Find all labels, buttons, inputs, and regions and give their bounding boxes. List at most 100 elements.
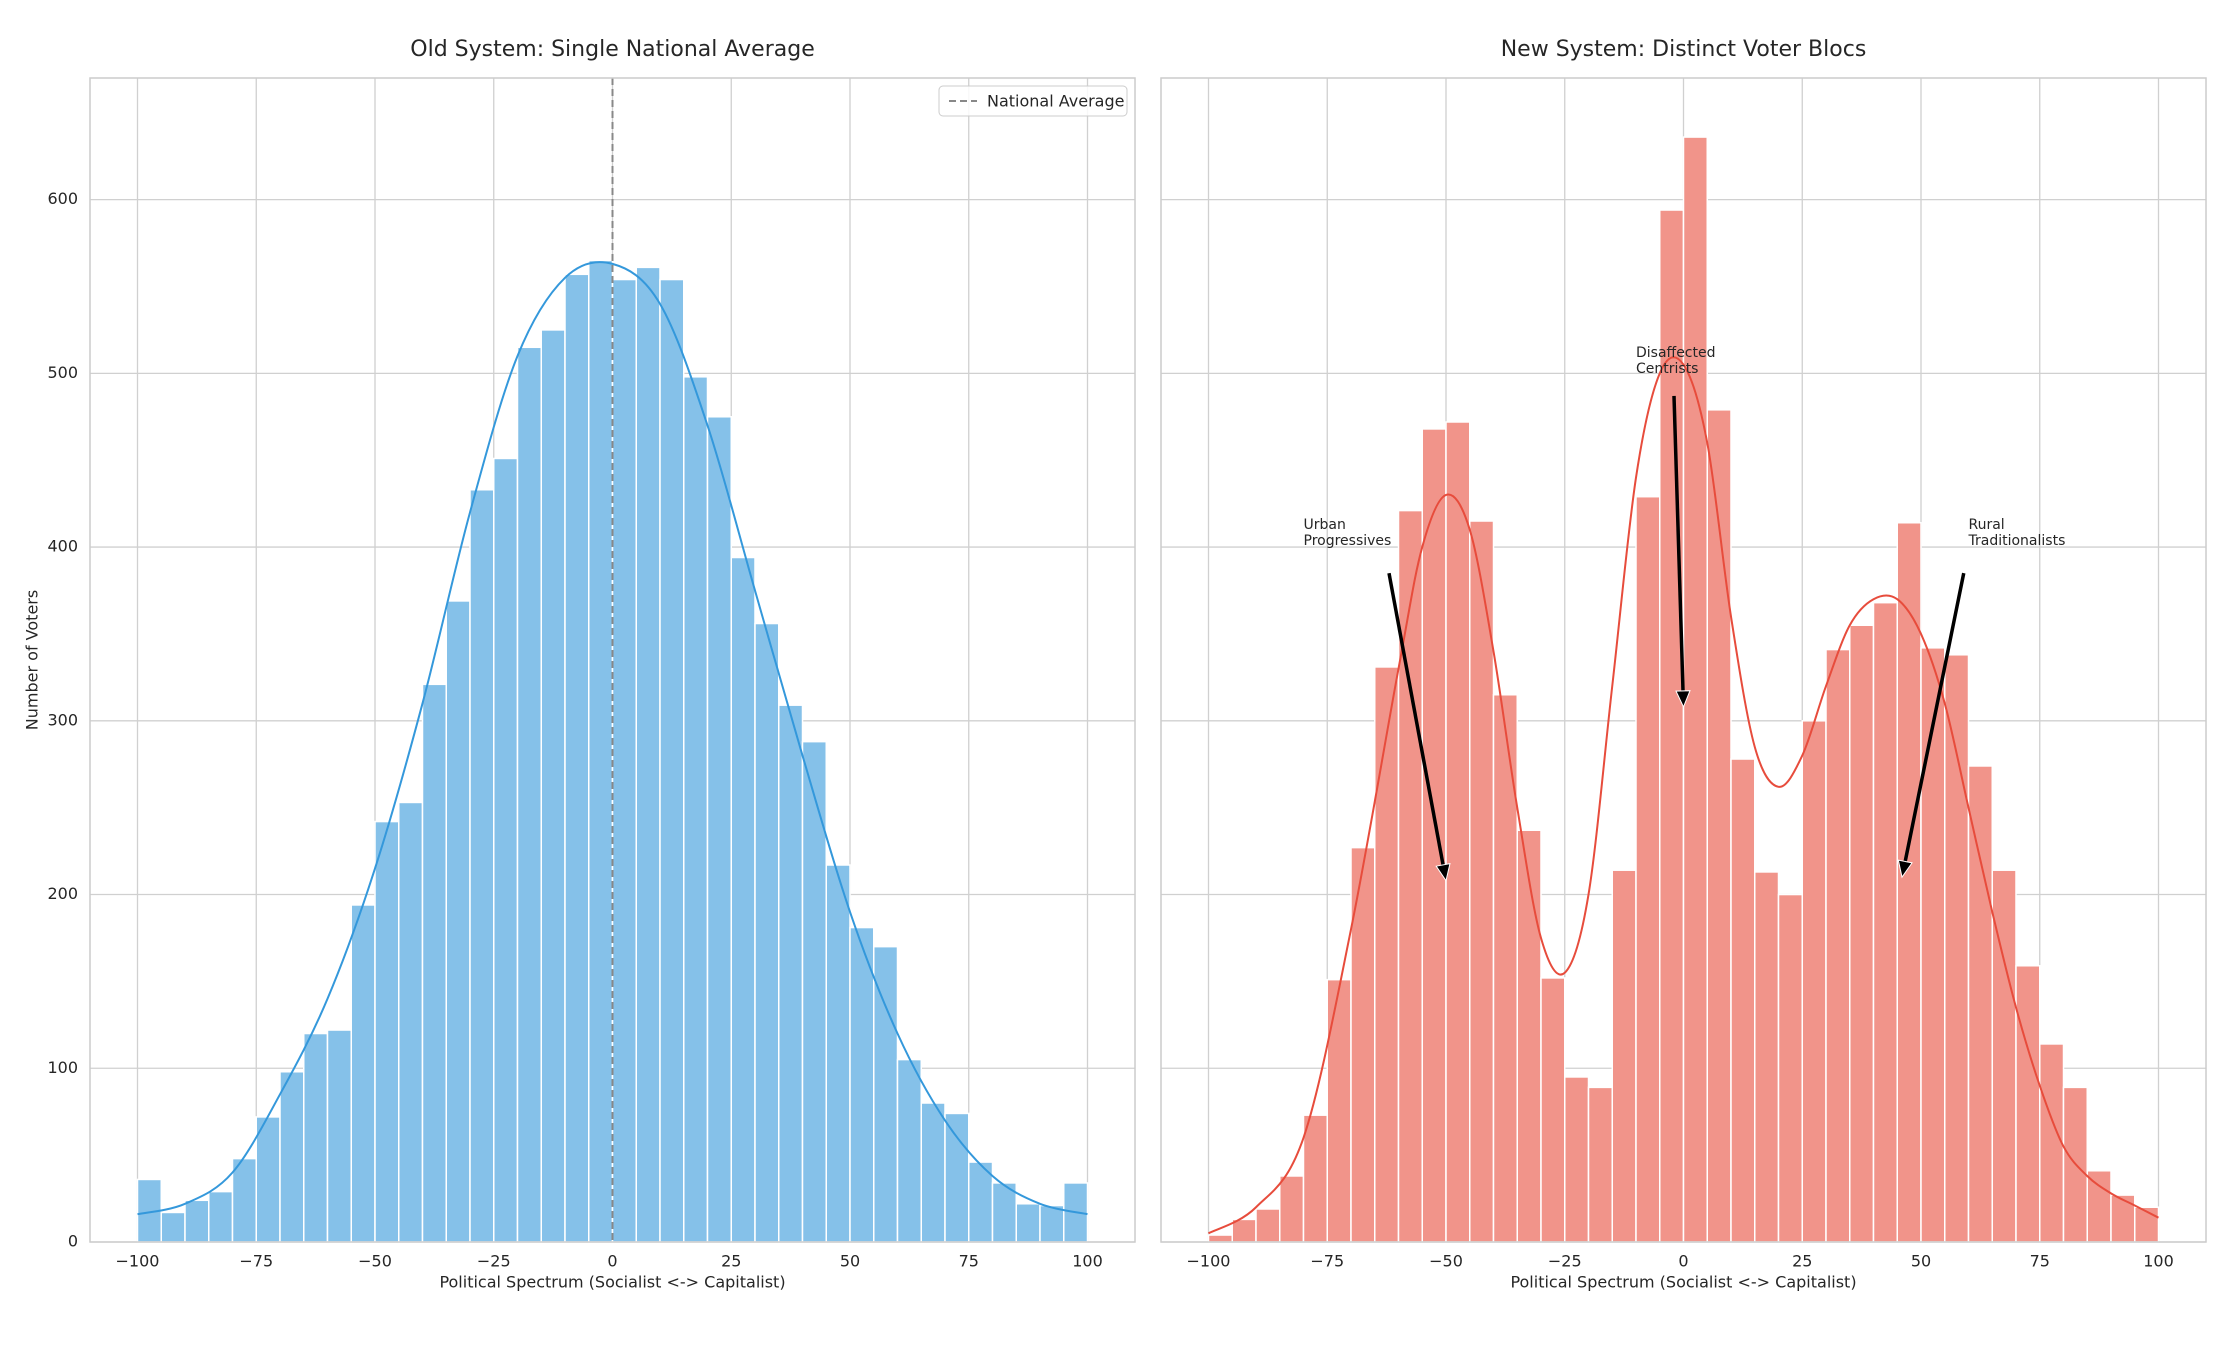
bar bbox=[516, 346, 542, 1243]
bar bbox=[1397, 509, 1423, 1243]
x-tick-label: −25 bbox=[1548, 1252, 1582, 1271]
bar bbox=[1920, 647, 1946, 1243]
bar bbox=[2015, 965, 2041, 1243]
arrow-head bbox=[1675, 690, 1691, 709]
bar bbox=[1540, 977, 1566, 1243]
bar bbox=[326, 1029, 352, 1243]
x-tick-label: −100 bbox=[116, 1252, 160, 1271]
y-tick-label: 100 bbox=[47, 1058, 78, 1077]
bar bbox=[1967, 765, 1993, 1243]
bar bbox=[730, 556, 756, 1243]
bar bbox=[1754, 871, 1780, 1243]
bar bbox=[184, 1199, 210, 1243]
x-tick-label: −100 bbox=[1187, 1252, 1231, 1271]
y-tick-label: 600 bbox=[47, 189, 78, 208]
bar bbox=[635, 266, 661, 1243]
bar bbox=[944, 1112, 970, 1243]
bar bbox=[1015, 1203, 1041, 1243]
bar bbox=[849, 926, 875, 1243]
kde-line bbox=[137, 261, 1088, 1216]
x-tick-label: 25 bbox=[721, 1252, 741, 1271]
bar bbox=[374, 820, 400, 1243]
bar bbox=[2110, 1194, 2136, 1243]
bar bbox=[588, 259, 614, 1243]
bar bbox=[1777, 893, 1803, 1243]
y-axis-label: Number of Voters bbox=[23, 590, 42, 730]
bar bbox=[421, 683, 447, 1243]
bar bbox=[2039, 1043, 2065, 1243]
x-tick-label: 0 bbox=[607, 1252, 617, 1271]
y-tick-label: 200 bbox=[47, 884, 78, 903]
bar bbox=[231, 1157, 257, 1243]
bar bbox=[1801, 720, 1827, 1243]
bar bbox=[1872, 601, 1898, 1243]
x-tick-label: 100 bbox=[2143, 1252, 2174, 1271]
x-tick-label: −50 bbox=[1429, 1252, 1463, 1271]
arrow-head bbox=[1897, 859, 1913, 879]
bar bbox=[778, 704, 804, 1243]
y-tick-label: 300 bbox=[47, 710, 78, 729]
bar bbox=[611, 278, 637, 1243]
bar bbox=[1635, 495, 1661, 1243]
subplot: −100 −75 −50 −25 0 25 50 75 100 0 100 200 300 400 500 6… bbox=[23, 37, 1136, 1292]
bar bbox=[445, 600, 471, 1243]
plot-frame bbox=[89, 77, 1136, 1243]
x-tick-label: 50 bbox=[840, 1252, 860, 1271]
x-tick-label: −25 bbox=[477, 1252, 511, 1271]
y-tick-label: 0 bbox=[68, 1232, 78, 1251]
bar bbox=[1231, 1218, 1257, 1243]
annotation-text: Traditionalists bbox=[1968, 533, 2066, 549]
bar bbox=[564, 273, 590, 1243]
x-tick-label: 0 bbox=[1678, 1252, 1688, 1271]
annotation-text: Urban bbox=[1304, 517, 1346, 533]
bar bbox=[1255, 1208, 1281, 1243]
x-axis-label: Political Spectrum (Socialist <-> Capita… bbox=[439, 1273, 785, 1292]
bar bbox=[1421, 428, 1447, 1243]
bar bbox=[1326, 978, 1352, 1243]
bar bbox=[1279, 1175, 1305, 1243]
bar bbox=[255, 1116, 281, 1243]
bar bbox=[1374, 666, 1400, 1243]
plot-frame bbox=[1160, 77, 2207, 1243]
y-tick-label: 500 bbox=[47, 363, 78, 382]
bar bbox=[350, 904, 376, 1243]
x-tick-label: 25 bbox=[1792, 1252, 1812, 1271]
bar bbox=[801, 740, 827, 1243]
bar bbox=[1564, 1076, 1590, 1243]
bar bbox=[1682, 136, 1708, 1243]
bar bbox=[754, 622, 780, 1243]
annotation-text: Centrists bbox=[1636, 361, 1698, 377]
bar bbox=[1445, 421, 1471, 1243]
x-tick-label: 75 bbox=[959, 1252, 979, 1271]
y-tick-label: 400 bbox=[47, 537, 78, 556]
bar bbox=[493, 457, 519, 1243]
legend: National Average bbox=[938, 85, 1128, 117]
bar bbox=[540, 329, 566, 1243]
bar bbox=[920, 1102, 946, 1243]
bar bbox=[873, 945, 899, 1243]
bar bbox=[1849, 624, 1875, 1243]
x-tick-label: 100 bbox=[1072, 1252, 1103, 1271]
bar bbox=[2086, 1170, 2112, 1243]
subplot: −100 −75 −50 −25 0 25 50 75 100 UrbanProgressives… bbox=[1160, 37, 2207, 1292]
x-axis-label: Political Spectrum (Socialist <-> Capita… bbox=[1510, 1273, 1856, 1292]
arrow-head bbox=[1435, 863, 1451, 882]
bar bbox=[706, 416, 732, 1243]
bar bbox=[1207, 1234, 1233, 1243]
bar bbox=[1611, 869, 1637, 1243]
bar bbox=[279, 1070, 305, 1243]
x-tick-label: 75 bbox=[2030, 1252, 2050, 1271]
bar bbox=[1302, 1114, 1328, 1243]
bar bbox=[1706, 409, 1732, 1243]
annotation-text: Rural bbox=[1969, 517, 2005, 533]
bar bbox=[398, 801, 424, 1243]
x-tick-label: −50 bbox=[358, 1252, 392, 1271]
bar bbox=[825, 864, 851, 1243]
bar bbox=[1730, 758, 1756, 1243]
bar bbox=[1039, 1204, 1065, 1243]
bar bbox=[1896, 522, 1922, 1243]
bar bbox=[469, 488, 495, 1243]
chart-title: Old System: Single National Average bbox=[410, 37, 814, 62]
x-tick-label: −75 bbox=[239, 1252, 273, 1271]
